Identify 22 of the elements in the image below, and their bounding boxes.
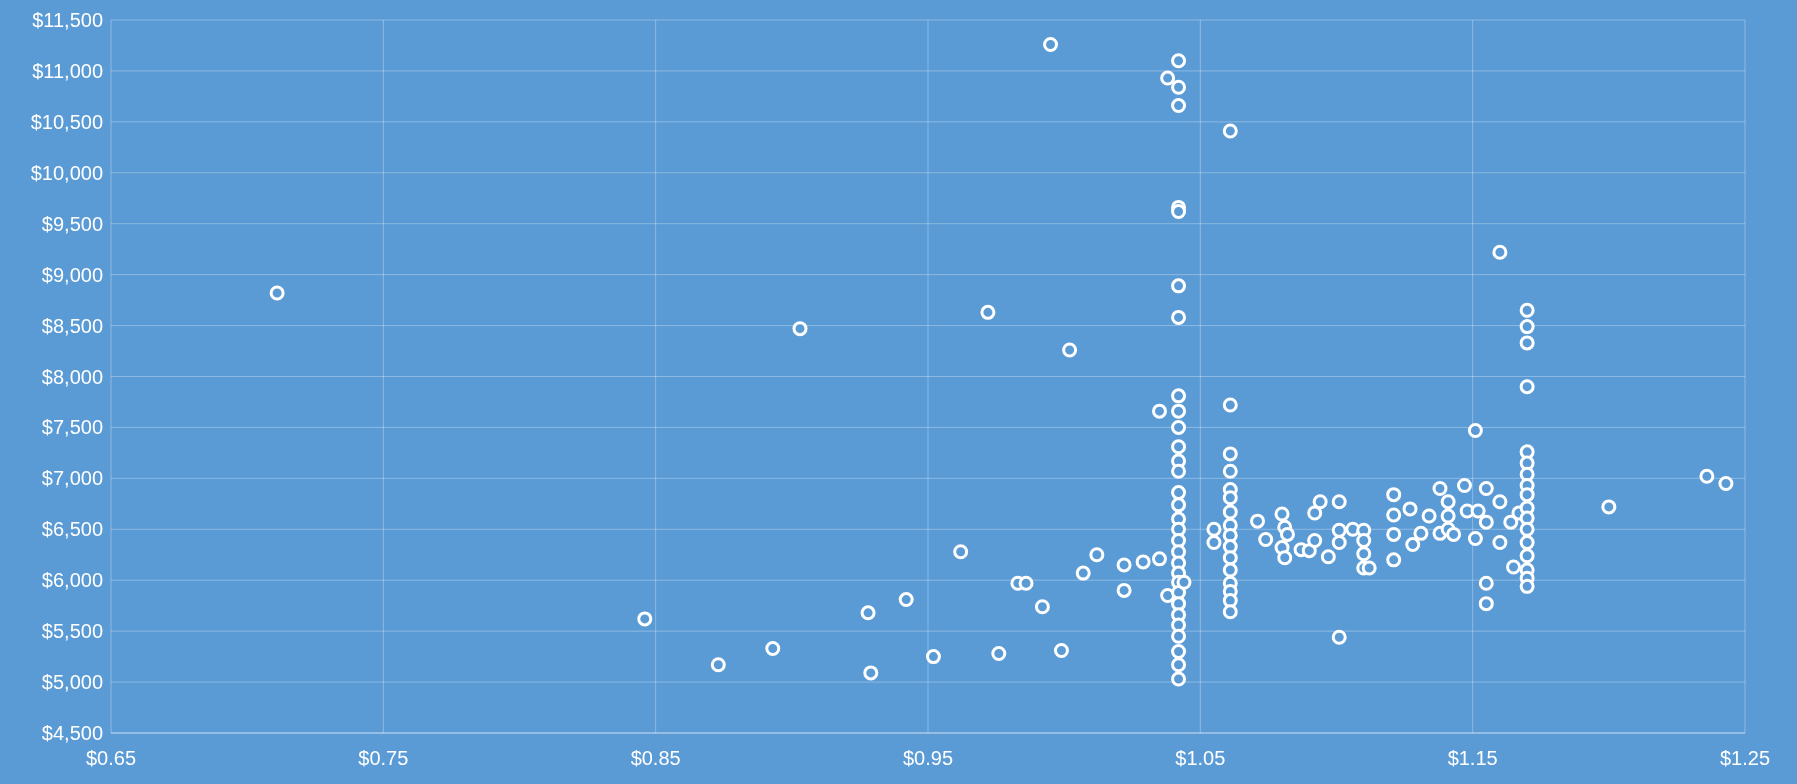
y-tick-label: $8,500	[41, 314, 103, 337]
x-tick-label: $0.65	[85, 747, 137, 769]
x-tick-label: $1.25	[1719, 747, 1771, 769]
y-tick-label: $5,000	[41, 671, 103, 694]
y-tick-label: $9,000	[41, 263, 103, 286]
x-tick-label: $0.75	[358, 747, 409, 769]
y-tick-label: $11,000	[32, 59, 103, 82]
y-tick-label: $7,000	[41, 467, 103, 490]
y-tick-label: $10,500	[30, 110, 103, 133]
y-tick-label: $7,500	[41, 416, 103, 439]
y-tick-label: $11,500	[32, 9, 103, 31]
y-tick-label: $10,000	[30, 161, 103, 184]
y-tick-label: $9,500	[41, 212, 103, 235]
y-tick-label: $8,000	[41, 365, 103, 388]
x-tick-label: $1.15	[1447, 747, 1498, 769]
x-tick-label: $0.95	[902, 747, 954, 769]
y-tick-label: $6,000	[41, 569, 103, 592]
x-tick-label: $0.85	[630, 747, 681, 769]
y-tick-label: $5,500	[41, 620, 103, 643]
y-tick-label: $4,500	[41, 722, 103, 744]
x-tick-label: $1.05	[1175, 747, 1226, 769]
y-tick-label: $6,500	[41, 518, 103, 541]
